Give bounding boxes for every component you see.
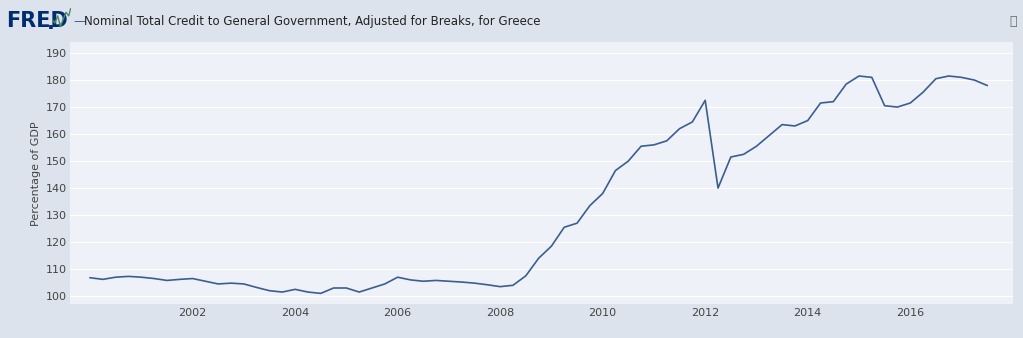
Text: ⤢: ⤢: [1010, 15, 1017, 28]
Text: FRED: FRED: [6, 11, 68, 31]
Text: —: —: [74, 15, 86, 28]
Y-axis label: Percentage of GDP: Percentage of GDP: [32, 121, 42, 225]
Text: Nominal Total Credit to General Government, Adjusted for Breaks, for Greece: Nominal Total Credit to General Governme…: [84, 15, 540, 28]
Text: .: .: [47, 13, 55, 32]
